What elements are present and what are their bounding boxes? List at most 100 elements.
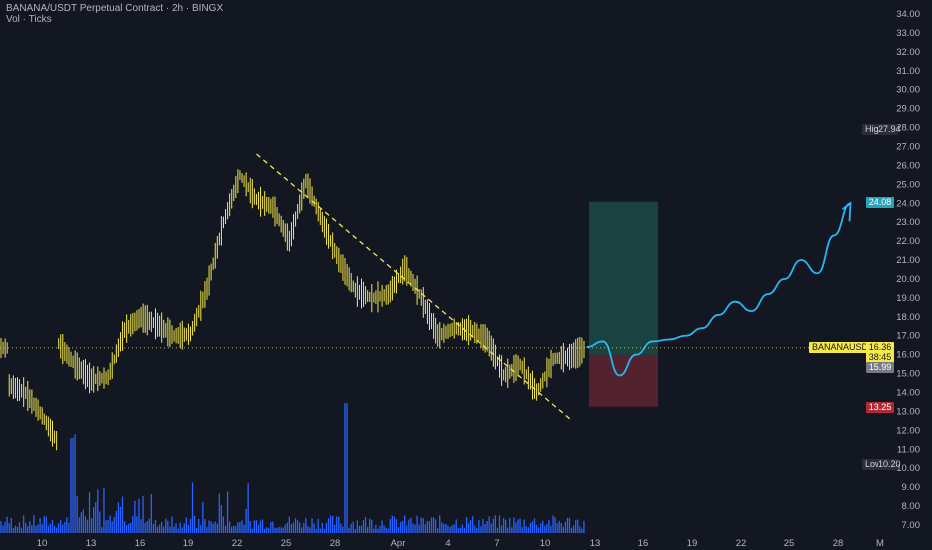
volume-bar xyxy=(478,520,480,533)
volume-bar xyxy=(191,482,194,533)
volume-bar xyxy=(212,523,214,533)
volume-bar xyxy=(523,519,525,533)
loss-zone[interactable] xyxy=(589,354,658,407)
volume-bar xyxy=(175,523,177,533)
volume-bar xyxy=(393,516,396,533)
volume-bar xyxy=(459,527,461,533)
volume-bar xyxy=(249,521,251,533)
time-tick-label: Apr xyxy=(391,538,406,549)
volume-bar xyxy=(575,520,577,533)
time-axis[interactable]: 10 13 16 19 22 25 28 Apr 4 7 10 13 16 19 22 25 28 M xyxy=(37,538,884,549)
volume-bar xyxy=(144,522,146,533)
volume-bar xyxy=(484,524,486,533)
volume-bar xyxy=(18,522,21,533)
time-tick-label: 13 xyxy=(86,538,97,549)
price-axis[interactable]: 34.00 33.00 32.00 31.00 30.00 29.00 28.00 27.00… xyxy=(896,9,920,531)
volume-bar xyxy=(327,518,330,533)
volume-bar xyxy=(385,527,387,533)
volume-bar xyxy=(338,516,340,533)
time-tick-label: 16 xyxy=(638,538,649,549)
volume-bar xyxy=(424,524,426,533)
profit-zone[interactable] xyxy=(589,201,658,355)
volume-bar xyxy=(325,522,328,533)
volume-bar xyxy=(535,524,538,533)
volume-bar xyxy=(148,518,150,533)
downtrend-line[interactable] xyxy=(256,153,571,420)
volume-bar xyxy=(375,524,377,533)
volume-bar xyxy=(268,528,270,533)
volume-bar xyxy=(288,516,290,533)
volume-bar xyxy=(189,518,192,533)
volume-bar xyxy=(432,517,435,533)
volume-bar xyxy=(350,523,352,533)
volume-bar xyxy=(193,515,196,533)
volume-bar xyxy=(101,527,103,533)
volume-bar xyxy=(482,519,484,533)
price-tick-label: 28.00 xyxy=(896,123,920,134)
volume-bar xyxy=(292,522,295,533)
volume-bar xyxy=(53,525,56,533)
price-tick-label: 31.00 xyxy=(896,66,920,77)
high-label: High xyxy=(862,124,887,135)
volume-bar xyxy=(315,528,317,533)
price-tick-label: 26.00 xyxy=(896,160,920,171)
time-tick-label: 10 xyxy=(37,538,48,549)
volume-bar xyxy=(294,518,297,533)
volume-bar xyxy=(412,523,414,533)
volume-bar xyxy=(113,517,115,533)
volume-bar xyxy=(437,528,439,533)
volume-bar xyxy=(402,520,404,533)
volume-bar xyxy=(263,528,266,533)
volume-bar xyxy=(517,519,519,533)
volume-bar xyxy=(364,517,367,533)
volume-bar xyxy=(266,527,268,533)
volume-bar xyxy=(173,526,175,533)
volume-bar xyxy=(66,517,68,533)
volume-bar xyxy=(344,403,346,533)
volume-bar xyxy=(511,527,513,533)
volume-bar xyxy=(70,438,72,533)
volume-bar xyxy=(109,515,111,533)
volume-bar xyxy=(379,525,381,533)
volume-bar xyxy=(430,517,433,533)
volume-bar xyxy=(86,519,89,533)
volume-bar xyxy=(160,521,163,533)
volume-bar xyxy=(546,524,548,533)
volume-bar xyxy=(354,528,356,533)
volume-bar xyxy=(527,527,529,533)
price-tick-label: 9.00 xyxy=(902,482,921,493)
volume-bar xyxy=(125,525,128,533)
volume-bar xyxy=(467,523,470,533)
volume-bar xyxy=(342,526,344,533)
volume-bar xyxy=(90,518,93,533)
time-tick-label: 28 xyxy=(330,538,341,549)
volume-bar xyxy=(257,524,260,533)
volume-bar xyxy=(158,524,161,533)
volume-bar xyxy=(12,527,14,533)
forecast-path[interactable] xyxy=(586,202,851,377)
stop-price-badge: 13.25 xyxy=(866,402,894,413)
volume-bar xyxy=(68,522,70,533)
volume-bar xyxy=(27,526,29,533)
volume-bar xyxy=(486,520,488,533)
volume-bar xyxy=(540,523,542,533)
volume-bar xyxy=(259,520,262,533)
volume-bar xyxy=(39,518,41,533)
price-tick-label: 20.00 xyxy=(896,274,920,285)
indicator-legend[interactable]: Vol · Ticks xyxy=(6,14,52,25)
volume-bar xyxy=(422,518,424,533)
price-tick-label: 29.00 xyxy=(896,104,920,115)
volume-bar xyxy=(505,519,507,533)
price-tick-label: 23.00 xyxy=(896,217,920,228)
volume-bar xyxy=(548,519,550,533)
symbol-title[interactable]: BANANA/USDT Perpetual Contract · 2h · BI… xyxy=(6,3,224,14)
price-tick-label: 34.00 xyxy=(896,9,920,20)
volume-bar xyxy=(47,525,49,533)
volume-bar xyxy=(243,524,245,533)
volume-bar xyxy=(181,527,183,533)
volume-bar xyxy=(494,515,496,533)
volume-bar xyxy=(152,523,155,533)
volume-bar xyxy=(154,519,157,533)
